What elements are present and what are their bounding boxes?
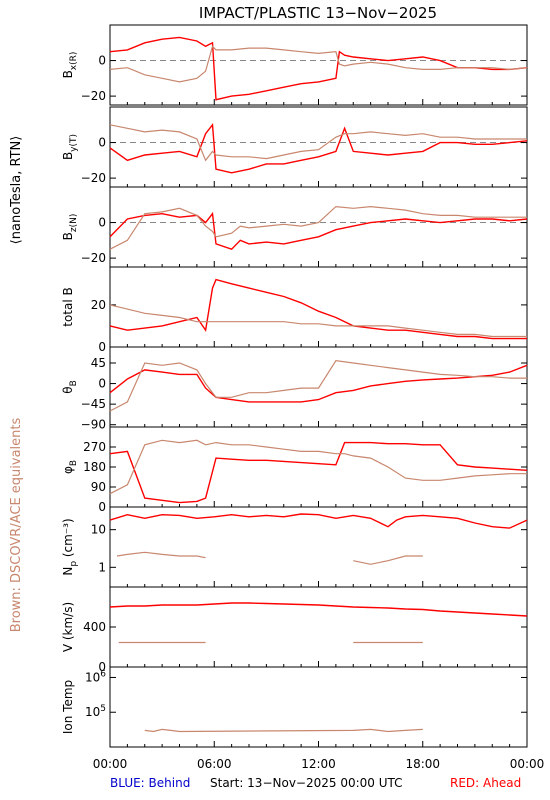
xtick-label-2: 12:00	[301, 757, 336, 771]
xtick-label-0: 00:00	[93, 757, 128, 771]
ytick-label-5-1: 180	[83, 460, 106, 474]
xtick-label-1: 06:00	[197, 757, 232, 771]
ytick-label-3-1: 20	[91, 298, 106, 312]
ylabel-7: V (km/s)	[61, 602, 75, 652]
series-line-1-red	[109, 122, 528, 174]
panel-frame-7	[109, 586, 528, 668]
brown-note-label: Brown: DSCOVR/ACE equivalents	[9, 418, 24, 633]
xtick-label-4: 00:00	[510, 757, 545, 771]
ylabel-0: Bx(R)	[61, 52, 79, 79]
xtick-label-3: 18:00	[405, 757, 440, 771]
panel-frame-0	[109, 24, 528, 106]
series-line-4-red	[109, 364, 528, 403]
series-line-0-brown	[109, 45, 528, 83]
ytick-label-3-0: 0	[98, 340, 106, 354]
ylabel-6: Np (cm⁻³)	[61, 518, 79, 575]
time-axis: 00:00 06:00 12:00 18:00 00:00	[93, 757, 545, 771]
ylabel-1: By(T)	[61, 134, 79, 160]
ytick-label-4-3: −90	[81, 418, 106, 432]
units-label: ⟨nanoTesla, RTN⟩	[9, 136, 24, 245]
ylabel-5: φB	[61, 460, 79, 474]
ytick-label-4-0: 45	[91, 356, 106, 370]
ytick-label-7-0: 400	[83, 620, 106, 634]
ytick-label-4-2: −45	[81, 397, 106, 411]
ylabel-4: θB	[61, 380, 79, 394]
ylabel-8: Ion Temp	[61, 680, 75, 734]
series-line-2-brown	[109, 205, 527, 250]
ytick-label-4-1: 0	[98, 377, 106, 391]
series-line-8-brown	[144, 728, 423, 733]
panel-frame-2	[109, 186, 528, 268]
panel-frame-1	[109, 106, 528, 188]
ylabel-2: Bz(N)	[61, 214, 79, 241]
series-line-5-red	[109, 441, 528, 504]
ytick-label-1-0: 0	[98, 136, 106, 150]
ytick-label-5-2: 90	[91, 480, 106, 494]
ytick-label-5-0: 270	[83, 440, 106, 454]
chart-title: IMPACT/PLASTIC 13−Nov−2025	[199, 4, 437, 22]
ytick-label-8-1: 105	[85, 704, 106, 719]
series-line-6-brown	[116, 551, 423, 565]
series-line-2-red	[109, 211, 528, 251]
ytick-label-0-1: −20	[81, 89, 106, 103]
series-line-3-red	[109, 278, 527, 340]
ytick-label-6-0: 10	[91, 523, 106, 537]
panel-frame-5	[109, 426, 528, 508]
ytick-label-5-3: 0	[98, 500, 106, 514]
footer-red-label: RED: Ahead	[450, 776, 521, 790]
ytick-label-1-1: −20	[81, 171, 106, 185]
series-line-7-red	[109, 602, 528, 617]
panel-frame-8	[109, 666, 528, 748]
series-line-3-brown	[109, 304, 527, 338]
series-line-6-red	[109, 513, 528, 529]
ytick-label-0-0: 0	[98, 54, 106, 68]
series-line-0-red	[109, 36, 528, 101]
ytick-label-6-1: 1	[98, 560, 106, 574]
footer-start-label: Start: 13−Nov−2025 00:00 UTC	[210, 776, 403, 790]
ytick-label-2-0: 0	[98, 216, 106, 230]
ytick-label-2-1: −20	[81, 251, 106, 265]
series-line-4-brown	[109, 360, 527, 412]
ytick-label-8-0: 106	[85, 669, 106, 684]
footer-blue-label: BLUE: Behind	[110, 776, 190, 790]
panel-frame-6	[109, 506, 528, 588]
series-line-1-brown	[109, 124, 527, 162]
ylabel-3: total B	[61, 287, 75, 327]
ytick-label-7-1: 0	[98, 660, 106, 674]
series-line-5-brown	[109, 439, 527, 495]
